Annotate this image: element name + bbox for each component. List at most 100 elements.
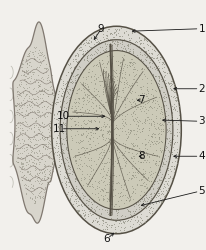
Point bbox=[122, 64, 125, 68]
Point bbox=[159, 116, 162, 119]
Point bbox=[134, 67, 137, 71]
Point bbox=[156, 198, 160, 202]
Point bbox=[89, 144, 92, 148]
Point bbox=[133, 148, 137, 152]
Point bbox=[16, 120, 20, 124]
Point bbox=[141, 91, 144, 95]
Point bbox=[76, 148, 80, 152]
Point bbox=[85, 134, 88, 138]
Point bbox=[98, 125, 101, 129]
Point bbox=[116, 40, 119, 44]
Point bbox=[30, 100, 33, 104]
Point bbox=[76, 199, 80, 203]
Point bbox=[126, 144, 129, 148]
Point bbox=[128, 128, 132, 132]
Point bbox=[97, 198, 101, 202]
Point bbox=[114, 42, 117, 46]
Point bbox=[75, 111, 78, 115]
Point bbox=[18, 126, 22, 130]
Point bbox=[104, 190, 107, 194]
Point bbox=[154, 66, 158, 70]
Point bbox=[47, 151, 51, 155]
Point bbox=[21, 61, 24, 65]
Point bbox=[133, 170, 136, 174]
Point bbox=[34, 123, 37, 127]
Point bbox=[31, 197, 34, 201]
Point bbox=[102, 122, 106, 126]
Point bbox=[99, 109, 103, 113]
Point bbox=[25, 103, 29, 107]
Point bbox=[151, 59, 155, 63]
Point bbox=[114, 187, 117, 191]
Point bbox=[100, 212, 103, 216]
Point bbox=[80, 47, 83, 51]
Point bbox=[112, 31, 115, 35]
Point bbox=[14, 146, 18, 150]
Point bbox=[22, 183, 25, 187]
Point bbox=[110, 179, 113, 183]
Point bbox=[73, 108, 76, 112]
Point bbox=[83, 81, 87, 85]
Point bbox=[32, 187, 36, 191]
Point bbox=[74, 176, 78, 180]
Point bbox=[70, 138, 73, 142]
Point bbox=[40, 157, 43, 161]
Point bbox=[142, 104, 145, 108]
Point bbox=[54, 122, 58, 126]
Point bbox=[107, 137, 110, 141]
Point bbox=[164, 188, 167, 192]
Point bbox=[84, 75, 87, 79]
Point bbox=[15, 112, 19, 116]
Point bbox=[15, 89, 18, 93]
Point bbox=[108, 129, 111, 133]
Point bbox=[111, 156, 115, 160]
Point bbox=[170, 140, 173, 143]
Point bbox=[170, 122, 174, 126]
Point bbox=[164, 78, 167, 82]
Point bbox=[19, 80, 22, 84]
Point bbox=[157, 74, 160, 78]
Point bbox=[87, 158, 90, 162]
Point bbox=[89, 164, 92, 168]
Point bbox=[69, 116, 72, 120]
Point bbox=[151, 206, 154, 210]
Point bbox=[174, 99, 178, 103]
Point bbox=[14, 113, 17, 117]
Point bbox=[23, 131, 26, 135]
Point bbox=[170, 87, 173, 91]
Point bbox=[85, 114, 89, 118]
Point bbox=[32, 137, 35, 141]
Point bbox=[19, 146, 22, 150]
Point bbox=[105, 82, 108, 86]
Point bbox=[162, 156, 165, 160]
Point bbox=[163, 162, 166, 166]
Point bbox=[47, 94, 50, 98]
Point bbox=[139, 85, 142, 89]
Point bbox=[62, 100, 66, 103]
Point bbox=[76, 115, 80, 119]
Point bbox=[126, 112, 129, 116]
Point bbox=[82, 99, 85, 103]
Point bbox=[152, 56, 156, 60]
Point bbox=[77, 209, 81, 213]
Point bbox=[111, 217, 115, 221]
Point bbox=[123, 46, 126, 50]
Point bbox=[88, 184, 91, 188]
Point bbox=[107, 177, 111, 181]
Point bbox=[124, 145, 127, 149]
Point bbox=[34, 138, 37, 142]
Point bbox=[24, 69, 28, 73]
Point bbox=[97, 195, 100, 199]
Point bbox=[87, 70, 91, 74]
Point bbox=[101, 79, 104, 83]
Point bbox=[23, 158, 27, 162]
Point bbox=[169, 131, 172, 135]
Point bbox=[139, 58, 143, 62]
Point bbox=[34, 97, 37, 101]
Point bbox=[114, 68, 117, 72]
Point bbox=[140, 177, 144, 181]
Point bbox=[144, 54, 147, 58]
Point bbox=[163, 74, 166, 78]
Point bbox=[87, 84, 90, 88]
Point bbox=[69, 66, 72, 70]
